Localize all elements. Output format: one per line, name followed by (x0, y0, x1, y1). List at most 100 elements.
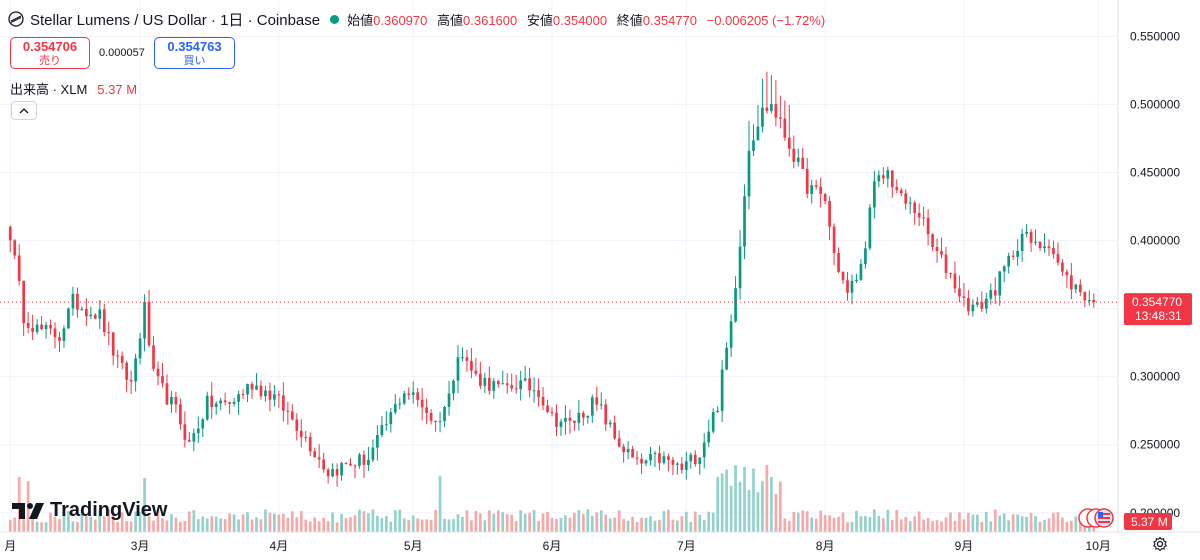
volume-bar (376, 515, 379, 532)
candle-body (1011, 255, 1015, 257)
volume-bar (196, 519, 200, 532)
candle-body (420, 399, 424, 408)
candle-body (277, 394, 281, 396)
buy-button[interactable]: 0.354763 買い (154, 37, 235, 69)
candlesticks (8, 71, 1096, 487)
volume-bar (559, 517, 563, 532)
volume-bar (716, 476, 720, 532)
tradingview-logo[interactable]: TradingView (12, 499, 167, 522)
symbol-title[interactable]: Stellar Lumens / US Dollar · 1日 · Coinba… (30, 11, 321, 29)
volume-bar (246, 512, 249, 532)
volume-bar (465, 510, 469, 532)
sell-button[interactable]: 0.354706 売り (10, 37, 90, 69)
candle-body (837, 253, 840, 273)
candle-body (684, 461, 688, 470)
time-tick-label: 6月 (543, 539, 562, 553)
volume-bar (841, 512, 845, 532)
volume-label: 出来高 · XLM (10, 82, 88, 97)
candle-body (384, 424, 388, 426)
candle-body (129, 379, 133, 382)
candle-body (787, 137, 791, 149)
volume-bar (304, 519, 308, 532)
candle-body (479, 373, 482, 386)
volume-bar (98, 509, 102, 532)
candle-body (1007, 255, 1011, 267)
volume-bar (125, 521, 128, 532)
volume-bar (541, 513, 545, 532)
candle-body (264, 390, 267, 397)
candle-body (1056, 254, 1060, 263)
volume-legend: 出来高 · XLM 5.37 M (10, 79, 137, 98)
change-value: −0.006205 (−1.72%) (706, 12, 826, 28)
gear-icon[interactable] (1152, 536, 1168, 552)
volume-bar (846, 522, 849, 532)
volume-bar (268, 512, 272, 532)
candle-body (658, 453, 661, 463)
candle-body (689, 454, 693, 462)
volume-bar (349, 517, 352, 532)
candle-body (519, 380, 523, 390)
flag-icon[interactable] (1077, 507, 1117, 529)
tradingview-logo-icon (12, 502, 44, 519)
candle-body (564, 417, 567, 422)
volume-bar (989, 521, 993, 532)
time-tick-label: 10月 (1086, 539, 1111, 553)
volume-bar (689, 522, 693, 532)
candle-body (877, 175, 881, 182)
candle-body (864, 248, 867, 264)
volume-bar (832, 517, 836, 532)
volume-value: 5.37 M (97, 82, 138, 97)
candle-body (873, 181, 876, 208)
volume-bar (40, 522, 43, 532)
volume-bar (617, 510, 621, 532)
candle-body (805, 168, 809, 194)
volume-bar (564, 515, 567, 532)
candle-body (1038, 241, 1042, 249)
candle-body (693, 454, 697, 465)
price-tick-label: 0.400000 (1130, 234, 1180, 248)
candle-body (367, 459, 370, 466)
candle-body (402, 393, 406, 404)
volume-bar (734, 465, 737, 532)
volume-bar (496, 510, 500, 532)
candle-body (944, 254, 948, 273)
open-value: 0.360970 (373, 12, 428, 28)
candle-body (434, 420, 437, 422)
volume-bar (881, 518, 885, 532)
volume-bar (949, 512, 952, 532)
volume-bar (322, 517, 325, 532)
candle-body (40, 324, 43, 330)
volume-bar (931, 521, 934, 532)
candle-body (899, 190, 903, 194)
candle-body (49, 324, 52, 329)
open-label: 始値 (347, 12, 374, 28)
volume-bar (232, 514, 236, 532)
volume-bar (761, 481, 764, 532)
volume-bar (756, 492, 760, 532)
volume-bar (420, 519, 424, 532)
volume-bar (259, 519, 263, 532)
candle-body (890, 170, 894, 188)
candle-body (698, 457, 702, 465)
volume-bar (8, 519, 12, 532)
candle-body (161, 376, 164, 384)
candle-body (214, 403, 218, 408)
candle-body (143, 301, 146, 339)
candle-body (93, 314, 97, 319)
price-axis: 0.5500000.5000000.4500000.4000000.350000… (1130, 29, 1180, 519)
candle-body (850, 281, 854, 293)
candle-body (649, 454, 652, 461)
volume-bar (111, 512, 115, 532)
volume-bar (273, 513, 276, 532)
volume-bar (868, 517, 872, 532)
candle-body (577, 412, 581, 423)
candle-body (752, 140, 755, 151)
volume-bar (796, 512, 800, 532)
candle-body (908, 202, 912, 204)
candle-body (331, 469, 334, 477)
candle-body (917, 213, 921, 218)
candle-body (550, 412, 554, 414)
collapse-legend-button[interactable] (11, 101, 37, 120)
